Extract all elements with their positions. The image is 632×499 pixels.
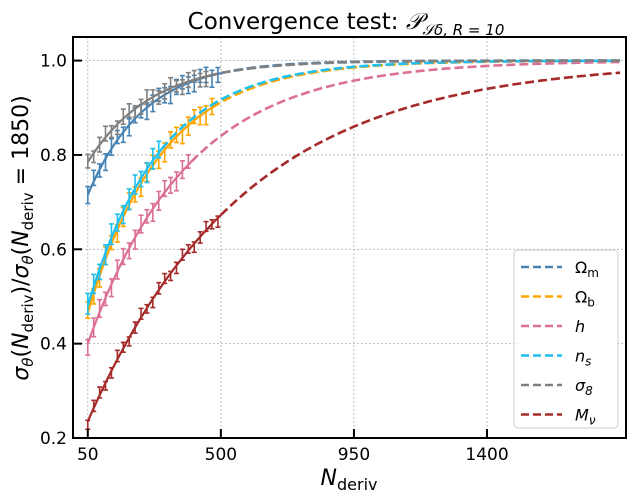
chart-title-prefix: Convergence test: — [188, 9, 406, 35]
chart-title-subscript: 𝒮δ, R = 10 — [422, 21, 504, 39]
legend-label: Mν — [575, 406, 596, 428]
chart-title: Convergence test: 𝒫𝒮δ, R = 10 — [188, 9, 505, 39]
series-extrapolation-line — [219, 71, 621, 216]
series-extrapolation-line — [211, 59, 621, 109]
legend-label: Ωb — [575, 288, 595, 310]
series-extrapolation-line — [208, 59, 621, 77]
x-tick-label: 1400 — [465, 445, 508, 465]
series-layer — [85, 59, 621, 431]
legend-label: h — [575, 317, 585, 336]
series-2 — [85, 60, 621, 356]
x-tick-label: 500 — [205, 445, 237, 465]
series-3 — [85, 59, 621, 315]
y-tick-label: 0.6 — [40, 240, 67, 260]
legend-label: ns — [575, 347, 591, 369]
legend-label: Ωm — [575, 258, 599, 280]
y-tick-label: 0.4 — [40, 335, 67, 355]
series-extrapolation-line — [190, 60, 621, 163]
x-tick-label: 950 — [338, 445, 370, 465]
series-extrapolation-line — [160, 59, 621, 150]
series-fit-line — [86, 106, 213, 314]
y-tick-label: 0.8 — [40, 146, 67, 166]
y-tick-label: 0.2 — [40, 429, 67, 449]
legend: Ωm Ωb h ns σ8 Mν — [513, 249, 619, 429]
legend-label: σ8 — [575, 376, 593, 398]
plot-frame — [72, 36, 627, 439]
x-axis-label: Nderiv — [321, 466, 378, 494]
y-axis-label: σθ(Nderiv)/σθ(Nderiv = 1850) — [9, 95, 37, 380]
x-tick-label: 50 — [77, 445, 99, 465]
y-tick-label: 1.0 — [40, 52, 67, 72]
legend-box — [513, 249, 619, 429]
axis-ticks: 50 500 950 1400 0.2 0.4 0.6 0.8 1.0 — [40, 52, 509, 465]
series-4 — [85, 59, 621, 169]
